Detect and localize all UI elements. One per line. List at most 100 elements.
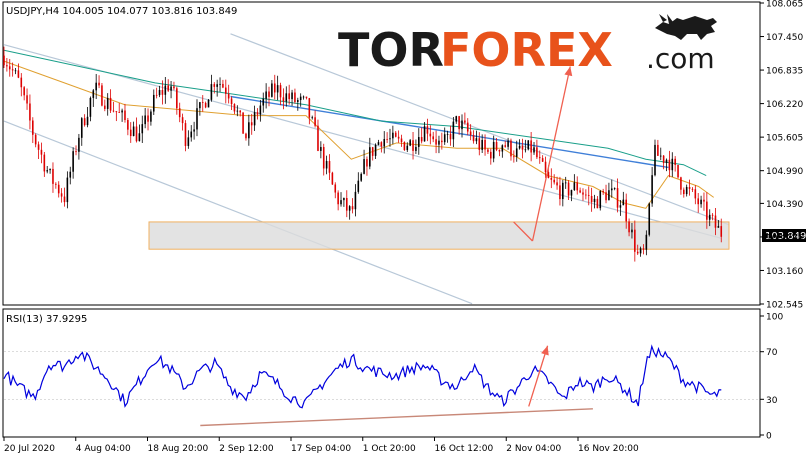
candle-body <box>297 100 299 102</box>
price-tick-label: 108.065 <box>766 0 803 10</box>
candle-body <box>20 77 23 88</box>
time-axis: 20 Jul 2020 4 Aug 04:00 18 Aug 20:00 2 Sep … <box>3 437 639 454</box>
candle-body <box>464 120 466 123</box>
candle-body <box>132 126 135 137</box>
candle-body <box>6 65 8 67</box>
candle-body <box>524 149 527 151</box>
candle-body <box>714 215 717 228</box>
candle-body <box>276 85 279 93</box>
candle-body <box>225 87 227 94</box>
candle-body <box>510 140 512 157</box>
chart-header-label: USDJPY,H4 104.005 104.077 103.816 103.84… <box>6 6 237 17</box>
candle-body <box>498 149 501 152</box>
candle-body <box>515 148 518 157</box>
candle-body <box>351 206 354 210</box>
candle-body <box>438 140 440 145</box>
time-tick-label: 2 Sep 12:00 <box>219 444 274 454</box>
candle-body <box>138 133 141 142</box>
candle-body <box>345 198 348 211</box>
candle-body <box>521 145 524 150</box>
candle-body <box>605 192 607 201</box>
candle-body <box>55 183 57 185</box>
price-tick-label: 104.990 <box>766 167 803 177</box>
rsi-panel[interactable] <box>3 344 759 427</box>
candle-body <box>8 66 11 70</box>
candle-body <box>176 88 178 109</box>
candle-body <box>553 179 555 183</box>
candle-body <box>273 83 276 93</box>
time-tick-label: 16 Oct 12:00 <box>435 444 494 454</box>
forecast-up-arrow-head <box>564 66 573 77</box>
candle-body <box>567 182 570 196</box>
candle-body <box>129 129 132 137</box>
candle-body <box>392 132 394 139</box>
candle-body <box>239 110 242 113</box>
candle-body <box>250 122 253 126</box>
time-tick-label: 1 Oct 20:00 <box>363 444 416 454</box>
candle-body <box>570 190 573 196</box>
candle-body <box>380 142 383 147</box>
candle-body <box>104 105 106 109</box>
candle-body <box>3 55 5 66</box>
candle-body <box>106 97 109 109</box>
candle-body <box>213 84 216 87</box>
candle-body <box>423 126 426 142</box>
candle-body <box>596 198 599 209</box>
candle-body <box>222 83 224 88</box>
candle-body <box>152 94 155 112</box>
candle-body <box>271 83 273 97</box>
candle-body <box>622 199 625 206</box>
candle-body <box>199 102 201 109</box>
candle-body <box>230 98 233 105</box>
candle-body <box>155 94 158 96</box>
candle-body <box>590 196 593 203</box>
candle-body <box>320 147 322 151</box>
candle-body <box>161 90 164 95</box>
time-tick-label: 16 Nov 20:00 <box>578 444 639 454</box>
candle-body <box>248 122 250 139</box>
candle-body <box>562 182 564 200</box>
brand-text-accent: FOREX <box>440 23 613 77</box>
candle-body <box>288 93 290 100</box>
candle-body <box>75 151 77 152</box>
candle-body <box>697 198 700 205</box>
candle-body <box>518 145 521 149</box>
candle-body <box>706 201 708 220</box>
upper-channel-line <box>230 33 730 226</box>
candle-body <box>150 111 152 122</box>
candle-body <box>46 170 49 172</box>
candle-body <box>317 125 319 151</box>
price-tick-label: 105.605 <box>766 134 803 144</box>
candle-body <box>435 139 437 145</box>
candle-body <box>585 194 587 196</box>
candle-body <box>92 90 95 98</box>
candle-body <box>299 96 302 101</box>
candle-body <box>703 199 705 202</box>
rsi-tick-label: 30 <box>766 396 778 406</box>
candle-body <box>639 248 642 254</box>
candle-body <box>599 191 602 209</box>
candle-body <box>354 191 357 210</box>
candle-body <box>717 226 720 228</box>
candle-body <box>83 118 86 126</box>
candle-body <box>363 159 365 174</box>
candle-body <box>40 149 43 155</box>
rsi-tick-label: 0 <box>766 432 772 442</box>
candle-body <box>305 96 308 99</box>
candle-body <box>420 137 423 142</box>
candle-body <box>443 134 446 143</box>
candle-body <box>366 159 368 167</box>
candle-body <box>204 102 207 108</box>
candle-body <box>674 158 676 165</box>
rsi-line <box>3 344 722 409</box>
candle-body <box>32 120 34 135</box>
candle-body <box>23 87 25 96</box>
candle-body <box>449 133 452 140</box>
candle-body <box>417 137 420 147</box>
candle-body <box>383 139 386 147</box>
rsi-panel-frame <box>2 308 761 438</box>
candle-body <box>636 251 639 254</box>
candle-body <box>69 171 72 178</box>
price-panel[interactable] <box>3 33 730 305</box>
candle-body <box>610 188 613 191</box>
